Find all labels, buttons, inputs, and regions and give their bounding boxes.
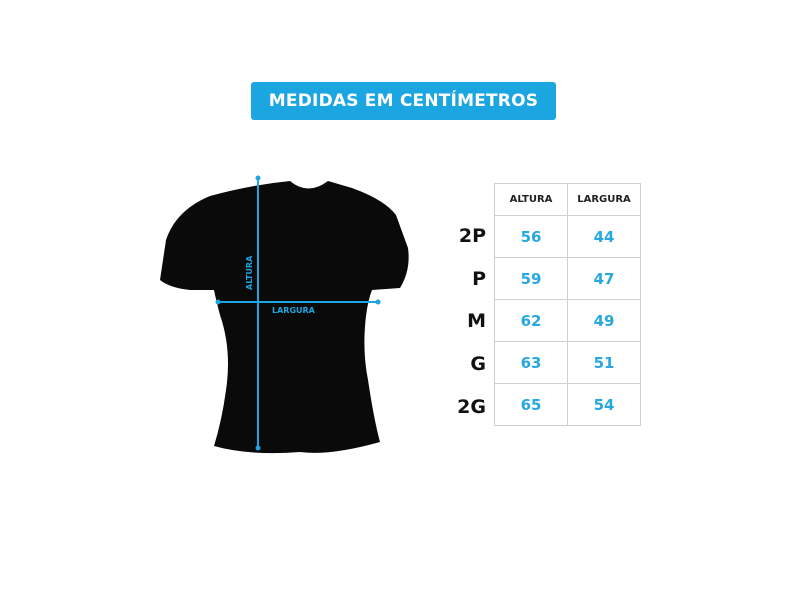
- largura-cell: 44: [567, 215, 641, 258]
- largura-cell: 54: [567, 383, 641, 426]
- size-label: 2G: [457, 395, 486, 418]
- table-row: 63 51: [494, 341, 641, 384]
- table-header: ALTURA LARGURA: [494, 183, 641, 216]
- width-label: LARGURA: [272, 306, 316, 315]
- largura-cell: 47: [567, 257, 641, 300]
- table-row: 59 47: [494, 257, 641, 300]
- tshirt-shape: [160, 181, 409, 454]
- altura-cell: 65: [494, 383, 568, 426]
- altura-cell: 62: [494, 299, 568, 342]
- table-row: 62 49: [494, 299, 641, 342]
- altura-cell: 56: [494, 215, 568, 258]
- header-altura: ALTURA: [494, 183, 568, 216]
- table-row: 65 54: [494, 383, 641, 426]
- size-label: 2P: [458, 225, 486, 248]
- table-row: 56 44: [494, 215, 641, 258]
- altura-cell: 59: [494, 257, 568, 300]
- size-table: ALTURA LARGURA 56 44 59 47 62 49 63 51 65 54: [494, 183, 641, 426]
- largura-cell: 49: [567, 299, 641, 342]
- title-banner: MEDIDAS EM CENTÍMETROS: [251, 82, 556, 120]
- height-label: ALTURA: [245, 255, 254, 290]
- size-labels: 2P P M G 2G: [448, 215, 486, 428]
- size-label: M: [467, 310, 486, 333]
- largura-cell: 51: [567, 341, 641, 384]
- size-label: P: [472, 267, 486, 290]
- altura-cell: 63: [494, 341, 568, 384]
- size-label: G: [470, 353, 486, 376]
- header-largura: LARGURA: [567, 183, 641, 216]
